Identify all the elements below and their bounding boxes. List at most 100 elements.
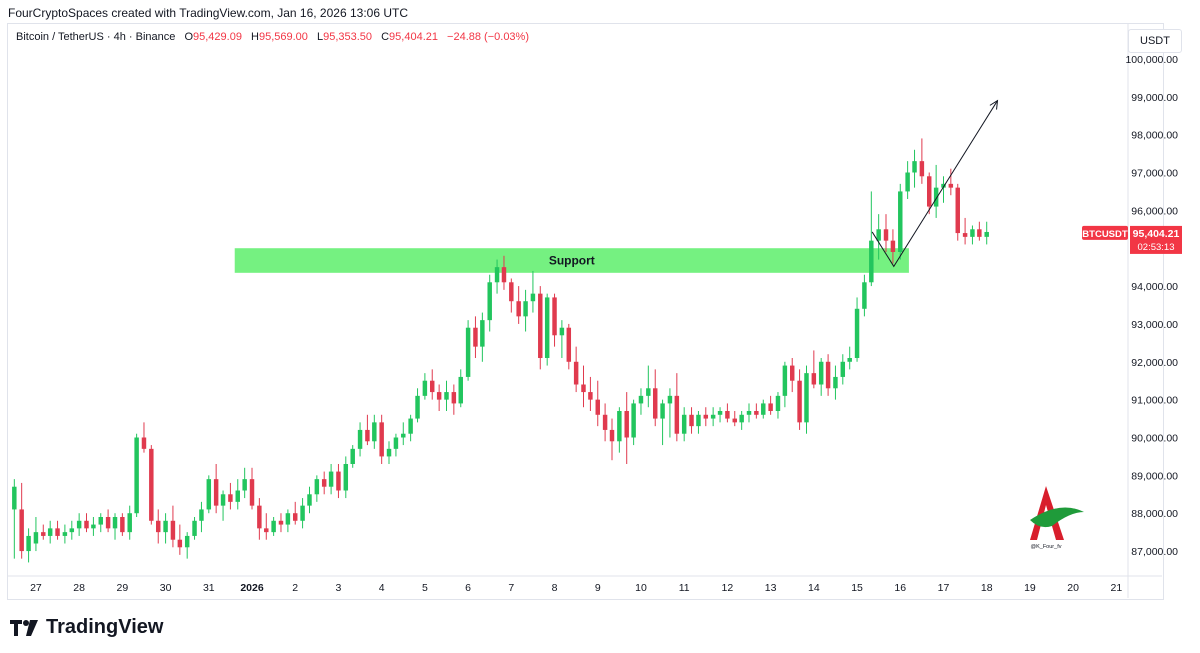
candle-body-down [365,429,370,442]
ohlc-legend: Bitcoin / TetherUS · 4h · Binance O95,42… [16,31,529,43]
candle-body-down [624,411,629,438]
candle-body-down [732,418,737,423]
high-value: 95,569.00 [258,31,308,43]
candle-body-up [480,320,485,347]
candle-body-down [149,448,154,521]
y-tick-label: 94,000.00 [1131,281,1178,293]
x-tick-label: 15 [851,582,863,594]
candle-body-up [422,380,428,396]
candle-body-down [768,403,773,411]
candle-body-down [105,517,111,529]
candle-body-up [696,414,701,427]
candle-body-up [905,172,910,192]
candle-body-up [444,392,449,400]
candle-body-up [739,414,744,423]
y-tick-label: 90,000.00 [1131,433,1178,445]
candle-body-down [257,505,262,529]
projection-arrow-head [989,99,999,110]
candle-body-down [883,229,889,241]
x-tick-label: 18 [981,582,993,594]
tradingview-footer[interactable]: TradingView [10,616,163,639]
watermark-swoosh-icon [1030,507,1084,528]
candle-body-down [379,422,384,457]
candle-body-up [544,297,550,358]
candle-body-down [451,392,457,404]
candle-body-up [617,411,622,442]
x-tick-label: 13 [765,582,777,594]
candle-body-down [429,380,435,393]
projection-arrow-line [871,100,998,268]
y-tick-label: 91,000.00 [1131,395,1178,407]
candle-body-down [754,411,759,415]
candle-body-up [710,414,716,419]
x-tick-label: 2026 [240,582,264,594]
y-tick-label: 92,000.00 [1131,357,1178,369]
candle-body-up [127,513,132,533]
x-tick-label: 11 [679,582,690,594]
candle-body-up [854,308,860,358]
high-label: H [251,31,259,43]
candle-body-up [912,161,917,173]
candle-body-down [120,517,125,533]
candle-body-up [33,532,39,544]
candle-body-up [631,403,636,438]
candle-body-up [12,486,17,510]
candle-body-down [977,229,982,237]
candle-body-down [955,187,960,234]
candle-body-up [458,376,463,404]
candle-body-down [177,539,183,548]
candle-body-up [134,437,139,514]
candle-body-down [609,429,615,442]
y-tick-label: 89,000.00 [1131,470,1178,482]
candle-body-up [192,520,197,536]
candle-body-up [818,361,824,385]
candle-body-up [47,528,53,536]
ticker-tag-label: BTCUSDT [1082,229,1128,240]
chart-frame [7,23,1164,600]
candle-body-up [300,505,305,521]
candle-body-down [595,399,600,415]
tradingview-logo-icon [10,619,38,636]
y-tick-label: 87,000.00 [1131,546,1178,558]
x-tick-label: 17 [938,582,950,594]
candle-body-up [307,494,312,506]
x-tick-label: 8 [552,582,558,594]
candle-body-up [220,494,226,506]
candle-body-up [869,240,874,283]
candlestick-chart[interactable]: Support 100,000.00 99,000.00 98,000.00 97,00… [0,0,1200,600]
candle-body-up [235,490,240,502]
watermark-logo-icon [1030,486,1064,540]
candle-body-down [84,520,89,529]
candle-body-up [285,513,291,525]
candle-body-down [228,494,233,502]
candle-body-down [811,373,817,385]
candle-body-down [890,240,896,252]
candle-body-down [170,520,176,540]
x-tick-label: 31 [203,582,215,594]
close-label: C [381,31,390,43]
candle-body-down [948,183,954,188]
tradingview-brand-text: TradingView [46,616,164,638]
candle-body-down [213,479,219,506]
candle-body-up [91,524,96,529]
candle-body-up [494,267,500,283]
low-label: L [316,31,324,43]
candle-body-up [782,365,788,396]
candle-body-down [926,176,932,207]
currency-button[interactable]: USDT [1128,29,1182,53]
candle-body-up [314,479,320,495]
x-tick-label: 21 [1111,582,1123,594]
watermark-handle: @K_Four_fv [1031,544,1062,550]
y-tick-label: 98,000.00 [1131,130,1178,142]
candle-body-up [898,191,903,252]
x-tick-label: 2 [292,582,298,594]
candle-body-up [667,395,673,404]
attribution-text: FourCryptoSpaces created with TradingVie… [8,6,408,20]
symbol-label[interactable]: Bitcoin / TetherUS · 4h · Binance [16,31,176,43]
candle-body-down [473,327,478,347]
candle-body-up [761,403,766,415]
candle-body-down [725,411,730,419]
y-tick-label: 100,000.00 [1125,54,1178,66]
candle-body-up [559,327,565,336]
price-tag [1130,225,1182,254]
